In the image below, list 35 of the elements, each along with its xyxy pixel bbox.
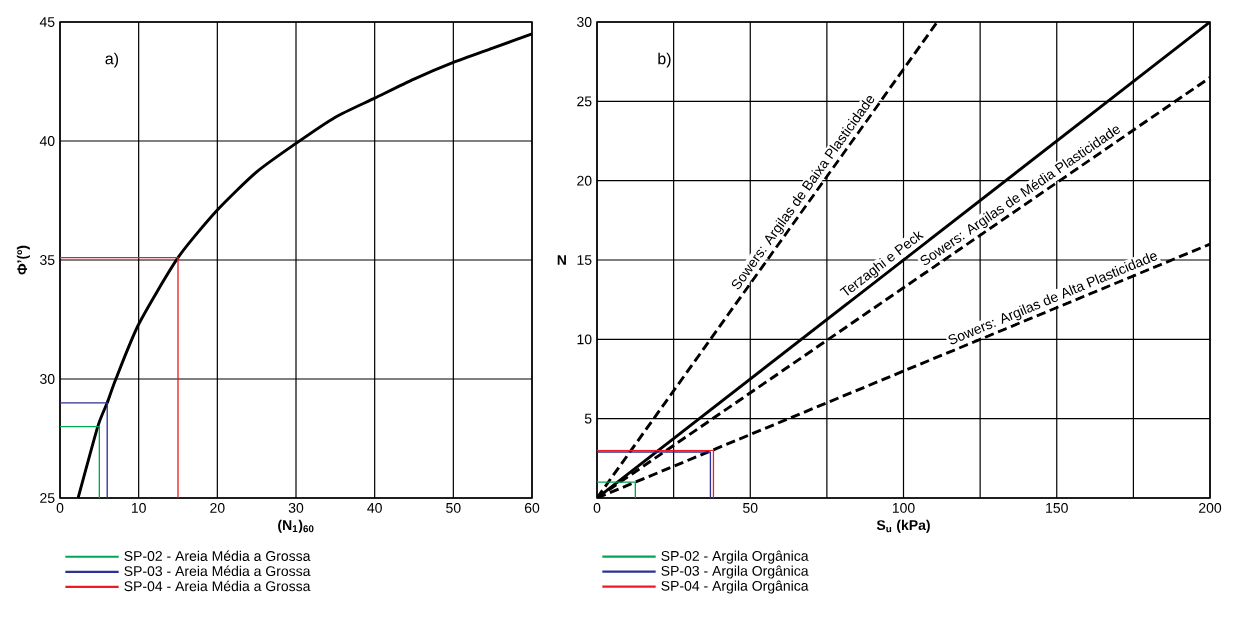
x-tick-label: 60 [524,502,540,513]
x-axis-title: S$_{u}$ (kPa) [876,519,930,533]
x-tick-label: 30 [288,502,304,513]
y-tick-label: 30 [40,374,55,384]
y-tick-label: 20 [577,175,592,186]
x-tick-label: 10 [131,502,146,513]
y-tick-label: 35 [40,255,55,265]
x-tick-label: 20 [210,502,225,513]
x-tick-label: 0 [56,502,64,513]
y-tick-label: 25 [577,96,592,107]
legend-label: SP-02 - Argila Orgânica [661,550,809,564]
x-tick-label: 200 [1199,502,1222,513]
legend-label: SP-04 - Argila Orgânica [661,580,809,594]
x-tick-label: 50 [743,502,758,513]
y-tick-label: 10 [577,334,592,345]
annotation: a) [105,52,119,68]
y-tick-label: 30 [577,17,592,27]
y-tick-label: 40 [39,136,55,146]
x-tick-label: 100 [892,502,915,513]
y-axis-title: N [557,255,566,265]
legend-label: SP-03 - Areia Média a Grossa [124,565,311,577]
y-tick-label: 15 [577,255,592,265]
y-tick-label: 25 [40,493,55,503]
legend-label: SP-03 - Argila Orgânica [661,565,809,579]
annotation: b) [658,52,671,68]
y-tick-label: 45 [39,17,55,27]
x-axis-title: (N$_{1}$)$_{60}$ [278,519,314,533]
y-tick-label: 5 [584,413,592,424]
x-tick-label: 0 [593,502,601,513]
legend-label: SP-04 - Areia Média a Grossa [124,580,311,592]
x-tick-label: 50 [446,502,461,513]
x-tick-label: 150 [1046,502,1068,513]
y-axis-title: Φ’(º) [16,245,30,275]
legend-label: SP-02 - Areia Média a Grossa [124,550,311,561]
x-tick-label: 40 [367,502,382,513]
